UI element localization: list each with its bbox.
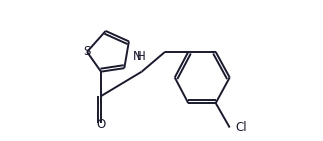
- Text: O: O: [96, 118, 106, 131]
- Text: Cl: Cl: [235, 121, 247, 134]
- Text: H: H: [137, 50, 146, 63]
- Text: S: S: [83, 45, 91, 58]
- Text: N: N: [133, 50, 142, 63]
